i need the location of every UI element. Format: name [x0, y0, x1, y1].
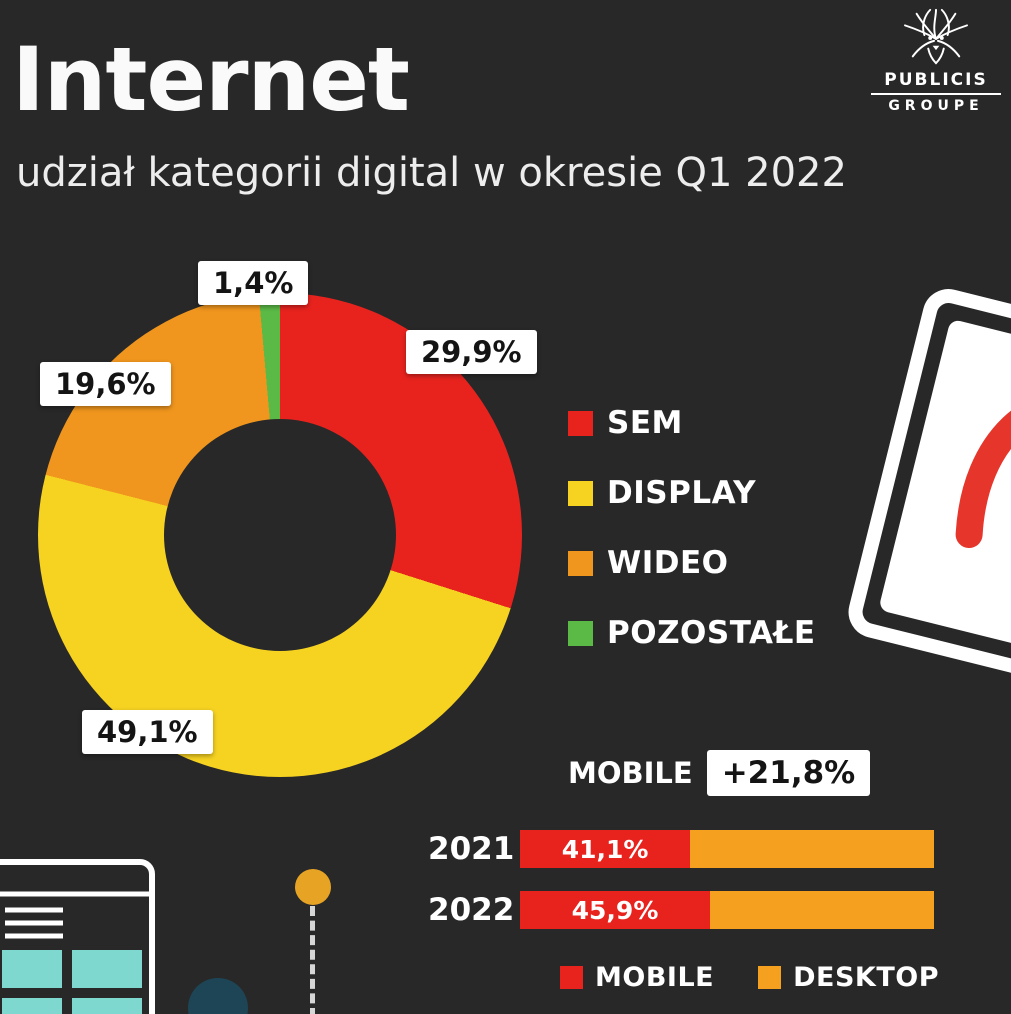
bar-row-2022: 2022 45,9% [428, 891, 934, 929]
bar-legend: MOBILE DESKTOP [560, 962, 939, 993]
dashed-connector [310, 906, 315, 1014]
page-subtitle: udział kategorii digital w okresie Q1 20… [16, 150, 847, 196]
legend-label: WIDEO [607, 545, 729, 581]
mobile-note-label: MOBILE [568, 756, 693, 790]
publicis-groupe-logo: PUBLICIS GROUPE [871, 6, 1001, 114]
legend-label: POZOSTAŁE [607, 615, 816, 651]
callout-sem: 29,9% [406, 330, 537, 374]
wideo-swatch [568, 550, 593, 576]
pozostale-swatch [568, 620, 593, 646]
bar-track: 45,9% [520, 891, 934, 929]
logo-text-publicis: PUBLICIS [884, 70, 988, 90]
donut-hole [164, 419, 396, 651]
tablet-screen [878, 318, 1011, 700]
red-squiggle-icon [955, 387, 1011, 600]
callout-display: 49,1% [82, 710, 213, 754]
legend-item-sem: SEM [568, 405, 816, 441]
lion-icon [871, 6, 1001, 68]
legend-item-pozostale: POZOSTAŁE [568, 615, 816, 651]
legend-label: DESKTOP [793, 962, 939, 993]
bar-year-label: 2021 [428, 831, 515, 867]
browser-illustration [0, 852, 165, 1014]
page-title: Internet [12, 28, 410, 131]
bar-segment-mobile: 45,9% [520, 891, 711, 929]
mobile-note-value: +21,8% [706, 750, 871, 796]
legend-item-desktop: DESKTOP [758, 962, 939, 993]
legend-label: MOBILE [595, 962, 715, 993]
bar-segment-mobile: 41,1% [520, 830, 691, 868]
bar-row-2021: 2021 41,1% [428, 830, 934, 868]
display-swatch [568, 480, 593, 506]
callout-pozostale: 1,4% [198, 261, 309, 305]
desktop-swatch [758, 966, 782, 989]
callout-wideo: 19,6% [40, 362, 171, 406]
legend-label: DISPLAY [607, 475, 757, 511]
bar-track: 41,1% [520, 830, 934, 868]
sem-swatch [568, 410, 593, 436]
pie-legend: SEM DISPLAY WIDEO POZOSTAŁE [568, 405, 816, 651]
mobile-swatch [560, 966, 583, 989]
legend-item-display: DISPLAY [568, 475, 816, 511]
logo-text-groupe: GROUPE [871, 93, 1001, 114]
legend-item-wideo: WIDEO [568, 545, 816, 581]
mobile-growth-annotation: MOBILE +21,8% [568, 750, 871, 796]
bar-year-label: 2022 [428, 892, 515, 928]
teal-dot [188, 978, 248, 1014]
legend-item-mobile: MOBILE [560, 962, 714, 993]
legend-label: SEM [607, 405, 683, 441]
stacked-bar-chart: 2021 41,1% 2022 45,9% [428, 830, 934, 952]
tablet-illustration [843, 283, 1011, 735]
orange-dot [295, 869, 331, 905]
